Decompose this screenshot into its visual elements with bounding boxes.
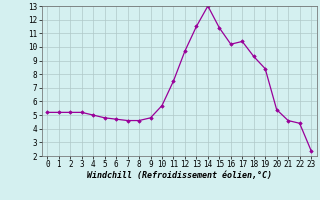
X-axis label: Windchill (Refroidissement éolien,°C): Windchill (Refroidissement éolien,°C)	[87, 171, 272, 180]
